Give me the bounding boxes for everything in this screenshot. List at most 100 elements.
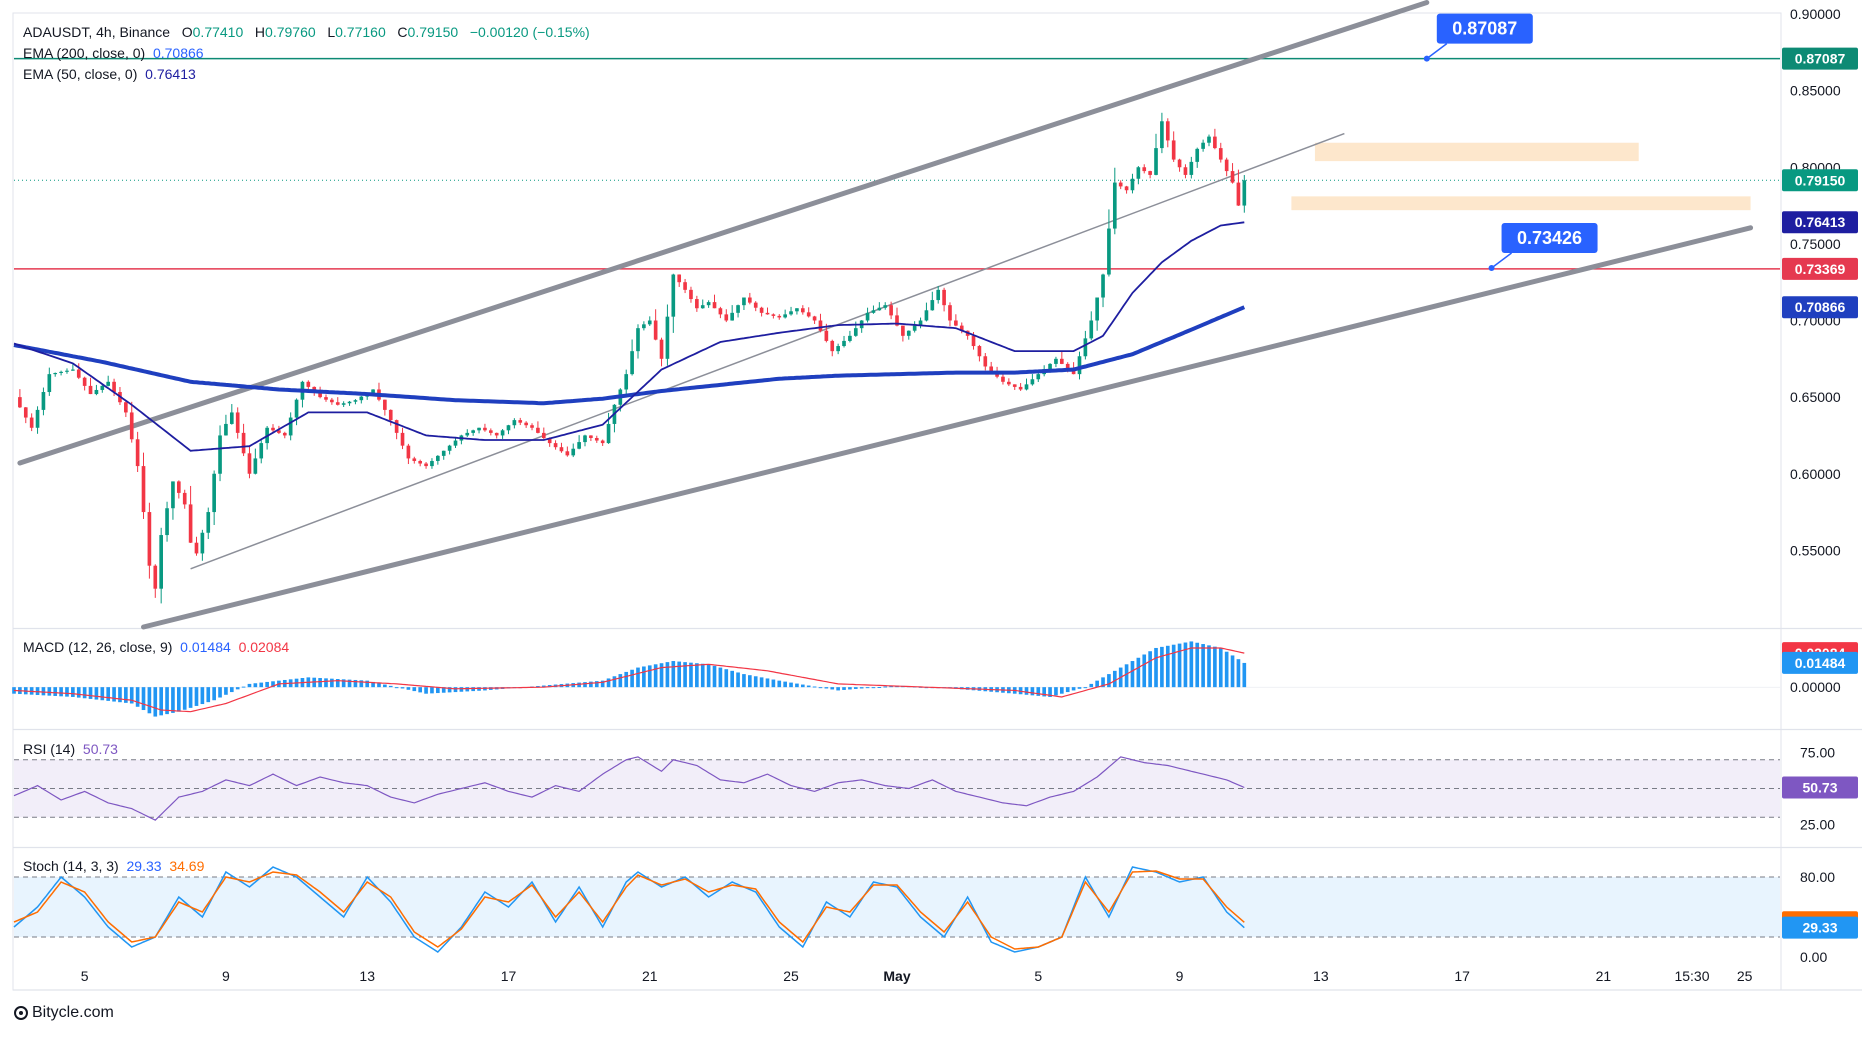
macd-histogram-bar	[106, 687, 111, 701]
candle-body	[783, 314, 787, 318]
candle-body	[948, 305, 952, 321]
stoch-d-line	[13, 870, 1245, 950]
candle	[383, 399, 387, 416]
macd-histogram-bar	[877, 687, 882, 689]
demand-zone	[1291, 196, 1751, 211]
candle	[106, 375, 111, 387]
footer-brand[interactable]: Bitycle.com	[14, 1004, 114, 1022]
candle	[948, 302, 952, 327]
candle	[942, 287, 946, 312]
candle-body	[642, 324, 646, 329]
candle-body	[971, 335, 976, 347]
time-axis-tick: 25	[1737, 968, 1753, 984]
macd-histogram-bar	[65, 687, 69, 697]
callout-text: 0.87087	[1452, 19, 1517, 39]
candle	[689, 286, 693, 303]
macd-value: 0.01484	[180, 639, 231, 655]
macd-legend[interactable]: MACD (12, 26, close, 9) 0.01484 0.02084	[23, 639, 289, 655]
candle	[1177, 158, 1182, 172]
candle	[1230, 163, 1235, 184]
candle-body	[718, 308, 723, 315]
macd-histogram-bar	[453, 687, 458, 693]
candle	[477, 427, 481, 434]
candle	[500, 428, 505, 439]
bitycle-logo-icon	[14, 1006, 28, 1020]
candle-body	[18, 397, 22, 408]
candle-body	[1030, 379, 1035, 385]
candle	[1207, 134, 1211, 147]
candle	[677, 274, 682, 287]
candle	[65, 368, 69, 374]
candle	[877, 302, 882, 311]
candle	[659, 337, 664, 367]
macd-histogram-bar	[842, 687, 846, 690]
macd-histogram-bar	[247, 683, 252, 688]
candle	[200, 529, 205, 561]
candle	[377, 382, 381, 402]
macd-histogram-bar	[653, 664, 658, 688]
stoch-legend[interactable]: Stoch (14, 3, 3) 29.33 34.69	[23, 858, 204, 874]
macd-histogram-bar	[206, 687, 211, 703]
candle	[783, 309, 787, 319]
candle	[335, 397, 340, 406]
candle-body	[665, 316, 670, 359]
macd-histogram-bar	[147, 687, 152, 714]
rsi-legend[interactable]: RSI (14) 50.73	[23, 741, 118, 757]
candle	[1160, 112, 1164, 154]
ema200-legend[interactable]: EMA (200, close, 0) 0.70866	[23, 45, 204, 61]
macd-histogram-bar	[112, 687, 116, 702]
macd-histogram-bar	[771, 679, 776, 688]
candle	[400, 427, 405, 450]
candle-body	[418, 460, 423, 464]
candle	[901, 325, 905, 342]
candle	[82, 376, 87, 391]
candle	[718, 306, 723, 319]
candle	[589, 435, 593, 442]
candle	[577, 435, 581, 450]
candle-body	[194, 542, 199, 554]
macd-histogram-bar	[94, 687, 99, 700]
price-label-text: 0.87087	[1795, 51, 1846, 67]
callout-box	[1501, 222, 1598, 253]
candle-body	[989, 366, 994, 372]
candle	[1195, 147, 1200, 168]
candle-body	[1089, 320, 1094, 339]
candle-body	[871, 310, 876, 313]
candle-body	[59, 371, 63, 373]
candle-body	[1154, 148, 1158, 175]
macd-histogram-bar	[235, 687, 240, 690]
price-callout: 0.87087	[1423, 13, 1533, 62]
candle-body	[906, 330, 911, 336]
candle	[224, 414, 228, 436]
candle-body	[206, 512, 211, 533]
macd-histogram-bar	[677, 661, 682, 688]
ema50-value: 0.76413	[145, 66, 196, 82]
stoch-d-value: 34.69	[169, 858, 205, 874]
candle-body	[106, 381, 111, 386]
candle	[353, 399, 358, 405]
price-label-bg	[1782, 651, 1858, 674]
candle-body	[712, 302, 717, 309]
candle	[1183, 164, 1188, 179]
callout-pointer	[1426, 43, 1448, 60]
candle-body	[742, 297, 746, 306]
candle-body	[512, 420, 517, 426]
macd-value-label: 0.01484	[1782, 651, 1858, 674]
macd-histogram-bar	[818, 687, 823, 689]
macd-histogram-bar	[1112, 670, 1117, 688]
ema50-legend[interactable]: EMA (50, close, 0) 0.76413	[23, 66, 196, 82]
price-axis-tick: 0.90000	[1790, 6, 1841, 22]
macd-histogram-bar	[777, 680, 782, 688]
macd-histogram-bar	[177, 687, 181, 712]
candle-body	[494, 432, 499, 436]
candle-body	[1118, 182, 1123, 187]
macd-histogram-bar	[76, 687, 81, 698]
candle	[300, 380, 305, 408]
candle	[700, 299, 705, 309]
price-label-bg	[1782, 169, 1858, 192]
candle	[653, 309, 658, 341]
candle-body	[912, 325, 917, 331]
macd-histogram-bar	[1054, 687, 1058, 696]
